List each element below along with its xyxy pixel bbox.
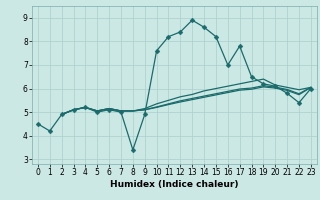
X-axis label: Humidex (Indice chaleur): Humidex (Indice chaleur)	[110, 180, 239, 189]
